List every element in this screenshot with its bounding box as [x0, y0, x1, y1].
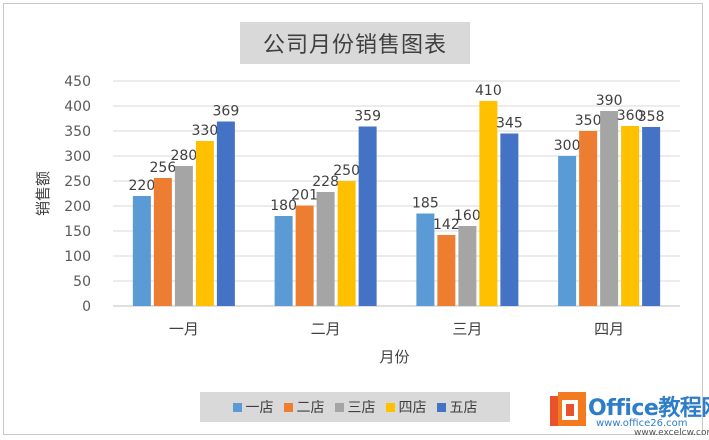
- data-label: 142: [433, 217, 460, 233]
- data-label: 358: [638, 109, 665, 125]
- data-label: 228: [312, 174, 339, 190]
- data-label: 160: [454, 208, 481, 224]
- chart-legend: 一店 二店 三店 四店 五店: [200, 392, 510, 422]
- data-label: 330: [192, 123, 219, 139]
- y-tick-label: 0: [82, 299, 91, 315]
- y-tick-label: 200: [64, 199, 91, 215]
- data-label: 345: [496, 116, 523, 132]
- data-label: 369: [213, 104, 240, 120]
- bar: [274, 216, 293, 306]
- bar: [132, 196, 151, 306]
- bar: [479, 101, 498, 306]
- data-label: 180: [270, 198, 297, 214]
- data-label: 360: [617, 108, 644, 124]
- bar: [358, 126, 377, 306]
- legend-swatch: [283, 402, 293, 412]
- data-label: 185: [412, 196, 439, 212]
- bar: [642, 127, 661, 306]
- watermark-url-2: www.excelcw.com: [634, 428, 709, 438]
- legend-swatch: [232, 402, 242, 412]
- bar: [500, 133, 519, 306]
- chart-title: 公司月份销售图表: [240, 22, 470, 64]
- data-label: 280: [171, 148, 198, 164]
- legend-swatch: [436, 402, 446, 412]
- watermark: Office教程网 www.office26.com www.excelcw.c…: [548, 388, 709, 438]
- x-tick-label: 一月: [169, 320, 199, 338]
- bar: [458, 226, 477, 306]
- watermark-url: www.office26.com: [596, 418, 688, 429]
- legend-label: 五店: [449, 400, 478, 416]
- bar: [174, 166, 193, 306]
- legend-swatch: [334, 402, 344, 412]
- bar: [316, 192, 335, 306]
- y-tick-label: 250: [64, 174, 91, 190]
- bar: [216, 121, 235, 306]
- bar: [195, 141, 214, 306]
- y-tick-label: 400: [64, 99, 91, 115]
- legend-label: 二店: [296, 400, 325, 416]
- data-label: 300: [554, 138, 581, 154]
- legend-label: 四店: [398, 400, 427, 416]
- data-label: 201: [291, 188, 318, 204]
- y-tick-label: 100: [64, 249, 91, 265]
- legend-item: 一店: [232, 397, 274, 417]
- x-tick-label: 四月: [594, 320, 624, 338]
- data-label: 250: [333, 163, 360, 179]
- bar: [416, 213, 435, 306]
- bar: [621, 126, 640, 306]
- bar: [558, 156, 577, 306]
- data-label: 220: [129, 178, 156, 194]
- x-tick-label: 二月: [311, 320, 341, 338]
- x-axis-label: 月份: [379, 348, 409, 366]
- x-tick-label: 三月: [452, 320, 482, 338]
- y-tick-label: 350: [64, 124, 91, 140]
- y-axis-label: 销售额: [34, 171, 52, 216]
- legend-label: 一店: [245, 400, 274, 416]
- bar: [153, 178, 172, 306]
- chart-title-text: 公司月份销售图表: [262, 33, 447, 58]
- legend-item: 五店: [436, 397, 478, 417]
- watermark-brand: Office教程网: [588, 396, 709, 421]
- legend-item: 二店: [283, 397, 325, 417]
- legend-item: 三店: [334, 397, 376, 417]
- data-label: 390: [596, 93, 623, 109]
- y-tick-label: 50: [73, 274, 91, 290]
- office-logo-icon: [550, 392, 586, 426]
- bar: [295, 205, 314, 306]
- bar: [337, 181, 356, 306]
- bar: [579, 131, 598, 306]
- y-tick-label: 450: [64, 74, 91, 90]
- data-label: 359: [354, 109, 381, 125]
- bar: [600, 111, 619, 306]
- bar: [437, 235, 456, 306]
- legend-label: 三店: [347, 400, 376, 416]
- data-label: 350: [575, 113, 602, 129]
- y-tick-label: 150: [64, 224, 91, 240]
- legend-swatch: [385, 402, 395, 412]
- data-label: 256: [150, 160, 177, 176]
- legend-item: 四店: [385, 397, 427, 417]
- y-tick-label: 300: [64, 149, 91, 165]
- data-label: 410: [475, 83, 502, 99]
